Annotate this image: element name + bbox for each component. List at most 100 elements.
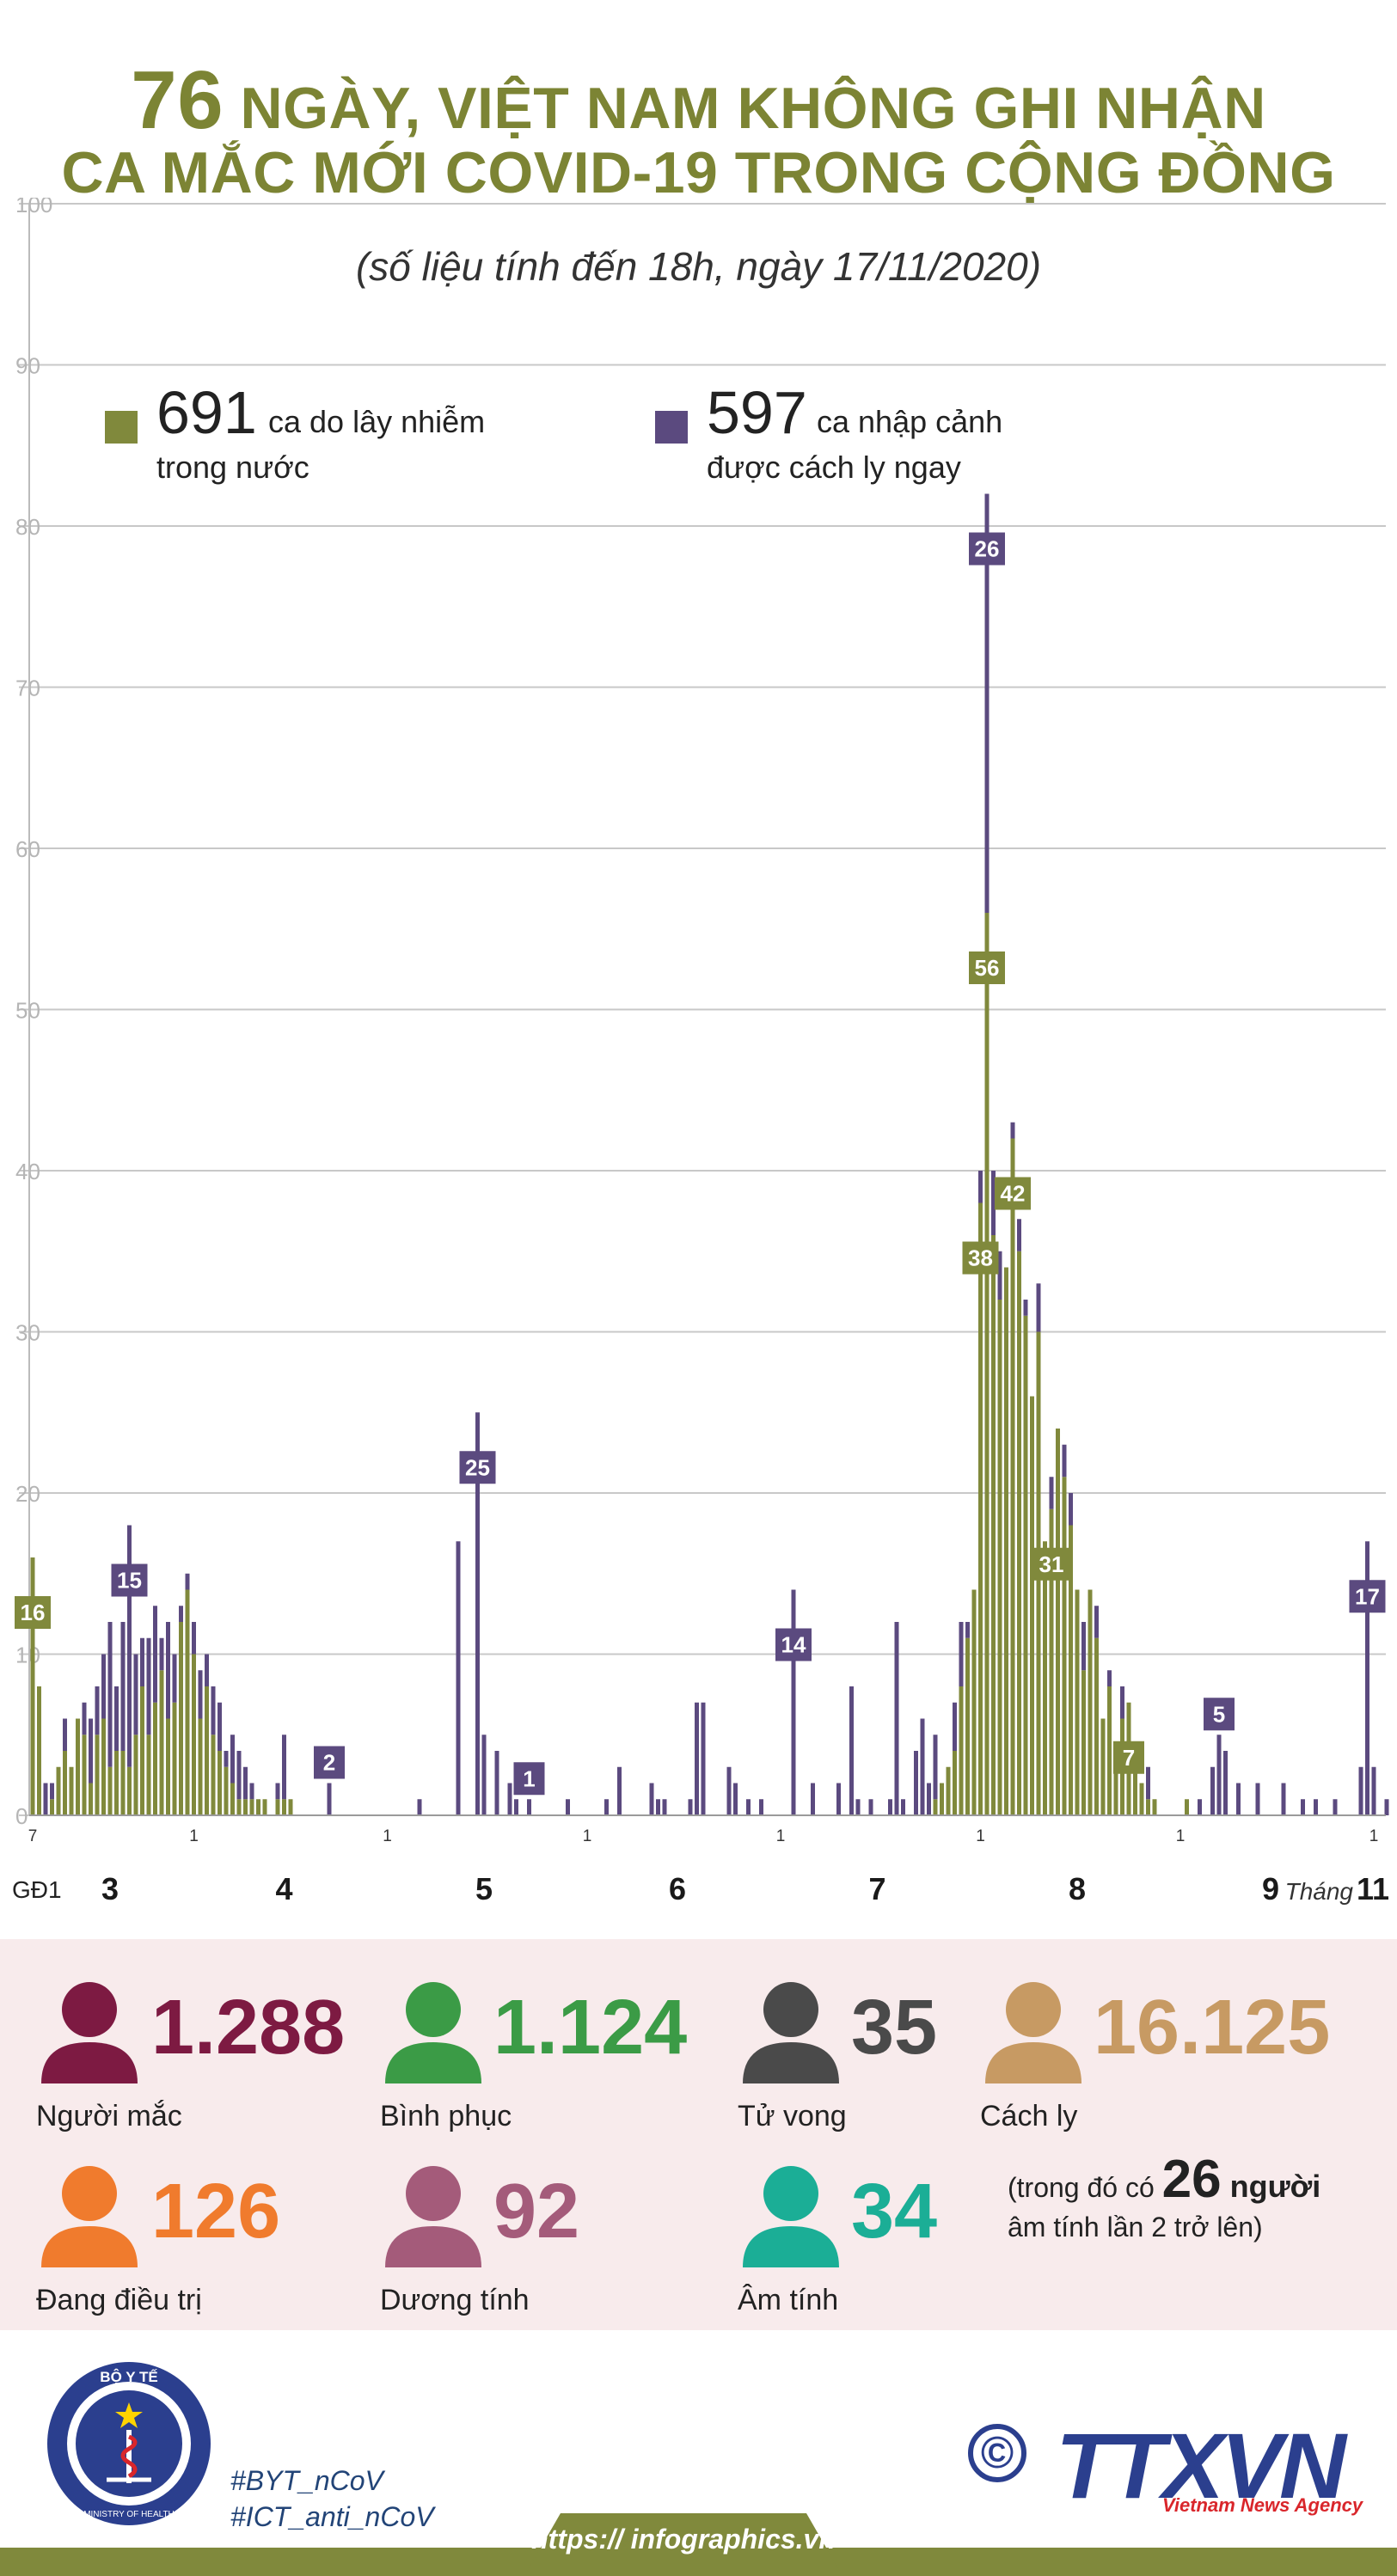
legend-imported-number: 597 bbox=[707, 379, 807, 446]
imported-bar bbox=[894, 1622, 899, 1815]
imported-bar bbox=[1094, 1606, 1099, 1638]
domestic-bar bbox=[95, 1735, 100, 1815]
imported-bar bbox=[107, 1622, 113, 1767]
person-icon bbox=[743, 2166, 839, 2267]
imported-bar bbox=[481, 1735, 487, 1815]
domestic-bar bbox=[1088, 1589, 1093, 1815]
domestic-bar bbox=[133, 1735, 138, 1815]
domestic-bar bbox=[997, 1300, 1002, 1815]
domestic-bar bbox=[971, 1589, 977, 1815]
imported-bar bbox=[933, 1735, 938, 1800]
hashtag-ict: #ICT_anti_nCoV bbox=[230, 2501, 434, 2532]
day-tick-label: 1 bbox=[383, 1827, 392, 1845]
stat-positive-label: Dương tính bbox=[380, 2284, 530, 2316]
domestic-bar bbox=[230, 1783, 235, 1815]
imported-bar bbox=[836, 1783, 841, 1815]
domestic-bar bbox=[211, 1735, 216, 1815]
daily-cases-chart: 0102030405060708090100711111111171GĐ1345… bbox=[12, 198, 1389, 1906]
y-tick-label: 10 bbox=[15, 1643, 40, 1668]
stat-treating-value: 126 bbox=[151, 2169, 281, 2255]
day-tick-label: 1 bbox=[776, 1827, 786, 1845]
value-label-box bbox=[1349, 1580, 1386, 1613]
y-tick-label: 50 bbox=[15, 998, 40, 1024]
imported-bar bbox=[888, 1799, 892, 1815]
imported-bar bbox=[494, 1751, 499, 1815]
imported-bar bbox=[527, 1799, 531, 1815]
domestic-bar bbox=[30, 1557, 35, 1815]
domestic-bar bbox=[1146, 1799, 1150, 1815]
imported-bar bbox=[688, 1799, 693, 1815]
ttxvn-logo: TTXVN bbox=[1056, 2414, 1346, 2518]
imported-bar bbox=[172, 1654, 177, 1703]
domestic-bar bbox=[153, 1702, 157, 1815]
person-icon bbox=[385, 2166, 481, 2267]
y-tick-label: 90 bbox=[15, 353, 40, 379]
imported-bar bbox=[185, 1573, 190, 1590]
moh-bottom-text: MINISTRY OF HEALTH bbox=[83, 2510, 175, 2519]
imported-bar bbox=[1223, 1751, 1228, 1815]
imported-bar bbox=[656, 1799, 660, 1815]
domestic-bar bbox=[140, 1686, 144, 1815]
title-line-1: 76 NGÀY, VIỆT NAM KHÔNG GHI NHẬN bbox=[0, 53, 1397, 148]
value-label-box bbox=[111, 1563, 148, 1597]
imported-bar bbox=[649, 1783, 654, 1815]
imported-bar bbox=[1146, 1766, 1150, 1800]
domestic-bar bbox=[1023, 1315, 1028, 1815]
domestic-bar bbox=[172, 1702, 177, 1815]
footer-url-link[interactable]: https:// infographics.vn bbox=[531, 2524, 836, 2555]
domestic-bar bbox=[205, 1686, 209, 1815]
y-tick-label: 20 bbox=[15, 1481, 40, 1507]
value-label-box bbox=[995, 1177, 1031, 1210]
domestic-bar bbox=[185, 1589, 190, 1815]
month-label: 3 bbox=[101, 1871, 119, 1906]
domestic-bar bbox=[1062, 1477, 1067, 1815]
domestic-bar bbox=[127, 1766, 132, 1815]
domestic-bar bbox=[1100, 1718, 1106, 1815]
domestic-bar bbox=[1133, 1766, 1137, 1815]
x-start-label: GĐ1 bbox=[12, 1876, 62, 1903]
stat-infected-label: Người mắc bbox=[36, 2100, 182, 2132]
legend-imported-text-1: ca nhập cảnh bbox=[817, 404, 1003, 439]
domestic-bar bbox=[120, 1751, 126, 1815]
imported-bar bbox=[1358, 1766, 1363, 1815]
imported-bar bbox=[133, 1654, 138, 1735]
value-label-box bbox=[15, 1596, 51, 1629]
domestic-bar bbox=[236, 1799, 242, 1815]
domestic-bar bbox=[1049, 1508, 1054, 1815]
imported-bar bbox=[153, 1606, 157, 1703]
y-tick-label: 100 bbox=[15, 198, 52, 217]
domestic-bar bbox=[1056, 1429, 1060, 1815]
imported-bar bbox=[965, 1622, 970, 1638]
stat-recovered-label: Bình phục bbox=[380, 2100, 512, 2132]
value-label: 1 bbox=[523, 1765, 535, 1791]
y-tick-label: 70 bbox=[15, 676, 40, 701]
imported-bar bbox=[243, 1766, 248, 1800]
value-label-box bbox=[1113, 1741, 1144, 1774]
domestic-bar bbox=[82, 1735, 87, 1815]
domestic-bar bbox=[107, 1766, 113, 1815]
domestic-bar bbox=[1107, 1686, 1112, 1815]
value-label: 38 bbox=[968, 1245, 993, 1271]
imported-bar bbox=[1081, 1622, 1086, 1671]
stats-panel bbox=[0, 1939, 1397, 2330]
y-tick-label: 80 bbox=[15, 514, 40, 540]
y-tick-label: 30 bbox=[15, 1320, 40, 1346]
title-line-2: CA MẮC MỚI COVID-19 TRONG CỘNG ĐỒNG bbox=[61, 140, 1336, 205]
domestic-bar bbox=[1139, 1783, 1144, 1815]
imported-bar bbox=[733, 1783, 738, 1815]
value-label-box bbox=[962, 1241, 999, 1275]
value-label: 31 bbox=[1039, 1551, 1064, 1577]
imported-bar bbox=[927, 1783, 931, 1815]
imported-bar bbox=[101, 1654, 106, 1719]
legend-domestic-text-2: trong nước bbox=[156, 450, 309, 485]
domestic-bar bbox=[1069, 1525, 1073, 1815]
value-label-box bbox=[969, 532, 1005, 566]
domestic-bar bbox=[1075, 1589, 1080, 1815]
domestic-bar bbox=[933, 1799, 938, 1815]
imported-bar bbox=[1236, 1783, 1241, 1815]
value-label: 2 bbox=[323, 1750, 335, 1776]
y-tick-label: 0 bbox=[15, 1803, 28, 1829]
value-label: 17 bbox=[1355, 1583, 1380, 1609]
imported-bar bbox=[507, 1783, 512, 1815]
imported-bar bbox=[218, 1702, 222, 1751]
